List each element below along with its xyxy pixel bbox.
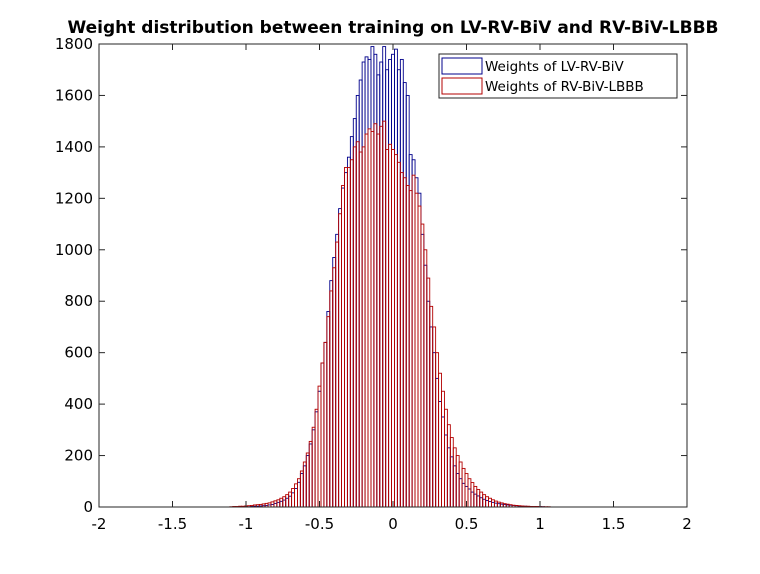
y-tick-label: 600 (64, 344, 93, 362)
y-tick-label: 1600 (55, 86, 93, 104)
legend-label: Weights of LV-RV-BiV (485, 59, 625, 75)
legend-label: Weights of RV-BiV-LBBB (485, 79, 644, 95)
x-tick-label: -1 (239, 515, 254, 533)
y-tick-label: 1400 (55, 138, 93, 156)
y-tick-label: 1200 (55, 189, 93, 207)
y-tick-label: 200 (64, 447, 93, 465)
y-tick-label: 0 (83, 498, 93, 516)
y-tick-label: 400 (64, 395, 93, 413)
x-tick-label: 0.5 (455, 515, 479, 533)
y-tick-label: 800 (64, 292, 93, 310)
x-tick-label: -0.5 (305, 515, 334, 533)
x-tick-label: 2 (682, 515, 692, 533)
legend: Weights of LV-RV-BiV Weights of RV-BiV-LB… (439, 54, 677, 98)
x-tick-label: -1.5 (158, 515, 187, 533)
x-tick-label: 1.5 (602, 515, 626, 533)
plot-area (99, 44, 687, 507)
y-tick-label: 1000 (55, 241, 93, 259)
chart-title: Weight distribution between training on … (67, 18, 718, 38)
x-tick-label: -2 (92, 515, 107, 533)
y-tick-label: 1800 (55, 35, 93, 53)
x-tick-label: 1 (535, 515, 545, 533)
plot-background (99, 44, 687, 507)
x-tick-label: 0 (388, 515, 398, 533)
